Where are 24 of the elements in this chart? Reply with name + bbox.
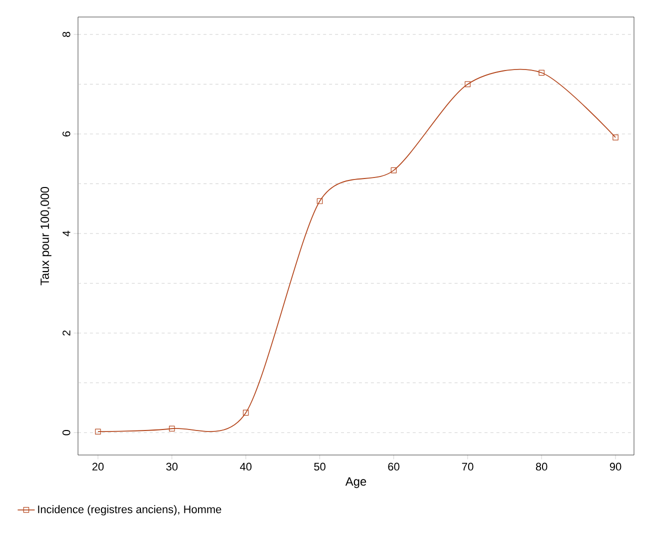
x-tick-label: 50 [314, 462, 326, 471]
y-tick-label: 8 [62, 32, 70, 37]
x-tick-label: 20 [92, 462, 104, 471]
y-tick-label: 6 [62, 131, 70, 136]
y-tick-label: 4 [62, 230, 70, 236]
point [242, 410, 249, 416]
point [538, 70, 544, 76]
x-tick-label: 40 [240, 462, 252, 471]
x-tick-label: 60 [388, 462, 400, 471]
y-tick-label: 0 [62, 430, 70, 436]
point [169, 426, 175, 432]
x-tick-label: 90 [610, 462, 622, 471]
point [390, 167, 397, 174]
x-tick-label: 80 [536, 462, 548, 471]
y-tick-label: 2 [62, 330, 70, 336]
legend-label: Incidence (registres anciens), Homme [38, 505, 222, 516]
point [612, 134, 618, 140]
y-axis-title: Taux pour 100,000 [40, 186, 52, 286]
point [464, 81, 471, 88]
point [95, 428, 101, 434]
x-tick-label: 70 [462, 462, 474, 471]
point [316, 198, 323, 204]
x-axis-title: Age [345, 477, 366, 488]
x-tick-label: 30 [166, 462, 178, 471]
